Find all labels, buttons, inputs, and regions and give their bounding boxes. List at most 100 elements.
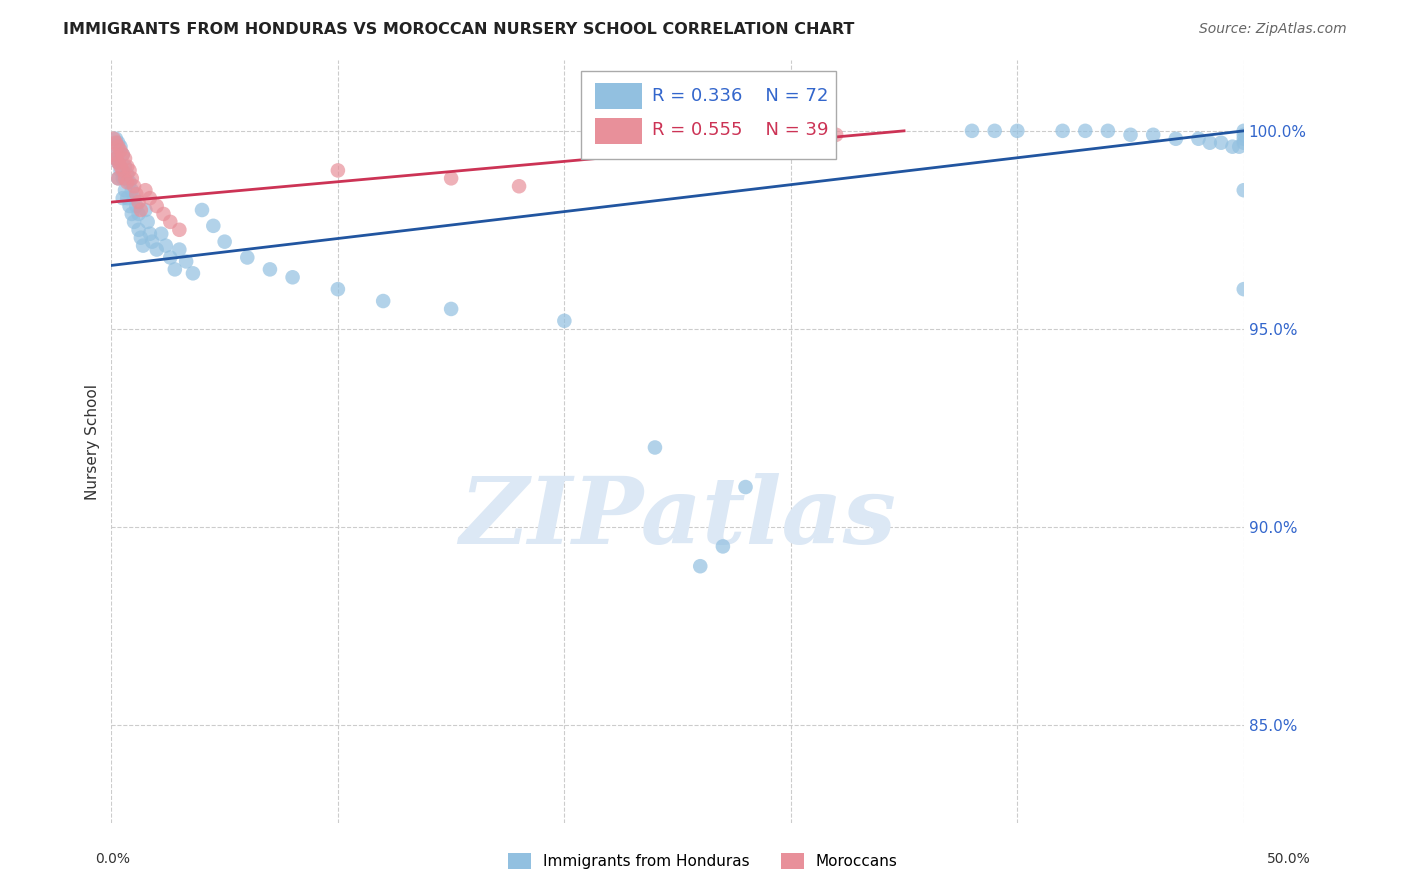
Point [1233,136,1256,150]
Point [114,183,136,197]
Point [117,160,139,174]
Point [1119,128,1142,142]
Point [118,199,141,213]
Point [141,235,163,249]
FancyBboxPatch shape [581,71,837,159]
Point [169,243,191,257]
Point [114,171,136,186]
Point [202,219,225,233]
Point [689,124,711,138]
Point [122,215,145,229]
Point [1097,124,1119,138]
Point [118,163,141,178]
Point [1187,132,1209,146]
Point [1233,124,1256,138]
Point [150,227,173,241]
Point [1198,136,1220,150]
Point [132,238,155,252]
Point [440,171,463,186]
Point [128,195,150,210]
FancyBboxPatch shape [595,83,643,109]
Point [711,124,734,138]
Text: 0.0%: 0.0% [96,852,131,866]
Point [104,152,127,166]
Point [125,187,148,202]
Point [134,202,156,217]
Point [191,202,214,217]
Point [111,147,134,161]
Y-axis label: Nursery School: Nursery School [86,384,100,500]
Point [139,227,162,241]
Point [181,266,204,280]
Point [129,202,152,217]
Point [1233,132,1256,146]
Point [118,175,141,189]
Point [111,171,134,186]
Point [117,175,139,189]
Point [644,124,666,138]
Point [169,223,191,237]
Point [689,559,711,574]
Point [1074,124,1097,138]
Point [1211,136,1233,150]
Point [159,251,181,265]
Point [117,167,139,181]
Point [1142,128,1164,142]
Point [110,160,132,174]
Point [104,132,127,146]
Point [711,540,734,554]
Point [125,199,148,213]
Point [756,124,779,138]
Point [114,160,136,174]
Point [553,314,575,328]
Point [121,171,143,186]
Point [104,152,127,166]
Text: 50.0%: 50.0% [1267,852,1310,866]
Point [136,215,159,229]
Point [114,152,136,166]
Point [104,136,127,150]
Point [174,254,197,268]
Point [779,124,801,138]
Point [111,191,134,205]
Point [145,243,167,257]
Point [107,136,129,150]
Point [128,223,150,237]
Point [134,183,156,197]
Point [122,191,145,205]
Point [107,155,129,169]
Point [666,124,689,138]
Text: R = 0.555    N = 39: R = 0.555 N = 39 [651,121,828,139]
Point [111,163,134,178]
Point [110,163,132,178]
Point [803,128,825,142]
Point [734,480,756,494]
Text: ZIPatlas: ZIPatlas [460,473,896,563]
Point [983,124,1005,138]
Point [960,124,983,138]
Point [107,155,129,169]
Point [107,139,129,153]
Point [152,207,174,221]
Point [734,124,756,138]
Point [103,147,125,161]
Point [121,183,143,197]
Point [159,215,181,229]
FancyBboxPatch shape [595,118,643,144]
Point [1164,132,1187,146]
Point [326,163,349,178]
Point [1233,128,1256,142]
Point [1233,183,1256,197]
Point [1052,124,1074,138]
Point [1007,124,1029,138]
Text: R = 0.336    N = 72: R = 0.336 N = 72 [651,87,828,105]
Point [128,207,150,221]
Text: Source: ZipAtlas.com: Source: ZipAtlas.com [1199,22,1347,37]
Point [110,144,132,158]
Point [1233,282,1256,296]
Point [111,147,134,161]
Point [122,179,145,194]
Point [110,139,132,153]
Point [107,171,129,186]
Point [440,301,463,316]
